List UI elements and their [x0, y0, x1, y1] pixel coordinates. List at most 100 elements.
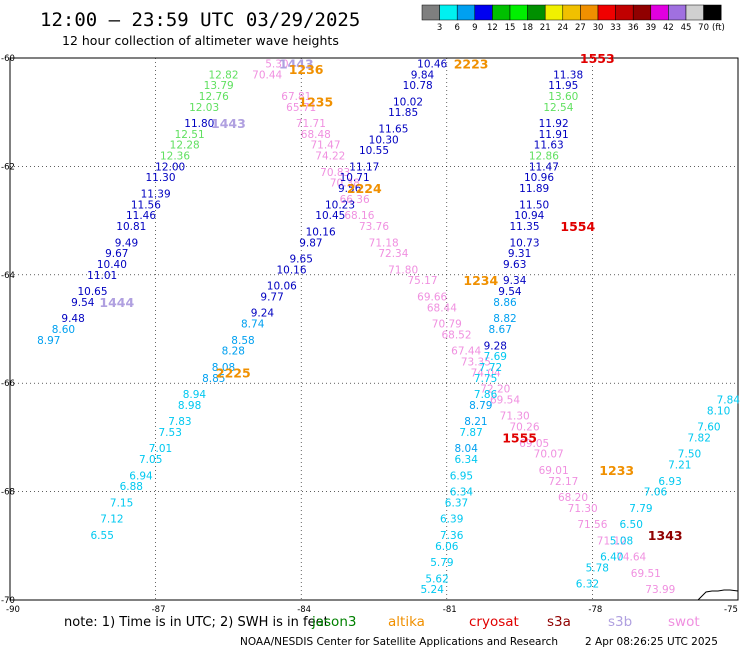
footer-timestamp: 2 Apr 08:26:25 UTC 2025	[585, 636, 718, 648]
wave-height-point: 7.75	[474, 373, 497, 385]
x-tick-label: -75	[724, 605, 738, 615]
wave-height-point: 9.54	[498, 286, 522, 298]
colorbar-label: 6	[454, 23, 459, 33]
track-label: 1235	[298, 94, 333, 109]
colorbar-label: 70	[698, 23, 709, 33]
wave-height-point: 10.78	[403, 80, 433, 92]
wave-height-point: 66.36	[340, 194, 370, 206]
wave-height-point: 70.79	[432, 319, 462, 331]
track-label: 1554	[560, 219, 595, 234]
wave-height-point: 12.51	[175, 129, 205, 141]
colorbar-swatch	[456, 4, 476, 21]
wave-height-point: 9.63	[503, 259, 526, 271]
wave-height-point: 10.94	[514, 210, 544, 222]
colorbar-swatch	[439, 4, 458, 21]
colorbar-label: 24	[557, 23, 568, 33]
colorbar-swatch	[650, 4, 669, 21]
colorbar-label: 39	[645, 23, 656, 33]
wave-height-point: 7.06	[644, 487, 668, 499]
wave-height-point: 6.95	[450, 470, 473, 482]
wave-height-point: 71.12	[597, 535, 627, 547]
wave-height-point: 10.55	[359, 145, 389, 157]
wave-height-point: 9.77	[260, 292, 283, 304]
wave-height-point: 68.48	[301, 129, 331, 141]
wave-height-point: 10.16	[276, 264, 306, 276]
grid	[10, 58, 738, 600]
wave-height-point: 12.28	[170, 140, 200, 152]
colorbar-label: 45	[681, 23, 692, 33]
wave-height-point: 8.21	[464, 416, 487, 428]
wave-height-point: 9.28	[484, 340, 507, 352]
satellite-legend: jason3 altika cryosat s3a s3b swot	[311, 614, 700, 630]
wave-height-point: 5.62	[425, 573, 448, 585]
wave-height-point: 11.01	[87, 270, 117, 282]
wave-height-point: 5.08	[610, 535, 633, 547]
wave-height-point: 11.35	[509, 221, 539, 233]
wave-height-point: 8.10	[707, 405, 730, 417]
wave-height-point: 75.17	[407, 275, 437, 287]
wave-height-point: 11.65	[378, 124, 408, 136]
wave-height-point: 7.87	[459, 427, 482, 439]
wave-height-point: 11.95	[548, 80, 578, 92]
colorbar-label: 9	[472, 23, 477, 33]
colorbar: 3 6 9 12 15 18 21 24 27 30 33 36 39 42 45 70	[421, 4, 722, 33]
wave-height-point: 71.18	[369, 237, 399, 249]
colorbar-label: 30	[593, 23, 604, 33]
wave-height-point: 74.04	[471, 367, 501, 379]
y-tick-label: -60	[1, 54, 15, 64]
wave-height-point: 9.84	[411, 69, 435, 81]
wave-height-point: 7.15	[110, 497, 133, 509]
wave-height-point: 10.65	[77, 286, 107, 298]
wave-height-point: 69.51	[631, 568, 661, 580]
wave-height-point: 10.06	[267, 281, 297, 293]
wave-height-point: 10.46	[417, 58, 447, 70]
colorbar-swatch	[685, 4, 704, 21]
chart-title: 12:00 – 23:59 UTC 03/29/2025	[40, 9, 360, 31]
colorbar-swatch	[615, 4, 634, 21]
track-label: 1555	[502, 430, 537, 445]
wave-height-point: 12.86	[529, 151, 559, 163]
wave-height-point: 8.98	[178, 400, 201, 412]
x-tick-label: -84	[297, 605, 311, 615]
wave-height-point: 9.87	[299, 237, 322, 249]
wave-height-point: 5.79	[430, 557, 453, 569]
track-label: 1443	[279, 56, 314, 71]
colorbar-swatch	[544, 4, 564, 21]
wave-height-point: 13.60	[548, 91, 578, 103]
wave-height-point: 8.74	[241, 319, 265, 331]
footer-credit: NOAA/NESDIS Center for Satellite Applica…	[240, 636, 558, 648]
wave-height-point: 7.79	[629, 503, 652, 515]
wave-height-point: 11.89	[519, 183, 549, 195]
coastline	[697, 589, 739, 601]
colorbar-label: 18	[522, 23, 533, 33]
y-tick-label: -70	[1, 596, 15, 606]
wave-height-point: 69.66	[417, 292, 447, 304]
legend-satellite-altika: altika	[388, 614, 425, 630]
track-label: 2225	[216, 365, 251, 380]
wave-height-point: 10.30	[369, 134, 399, 146]
colorbar-swatch	[527, 4, 546, 21]
wave-height-point: 9.48	[61, 313, 84, 325]
wave-height-point: 9.65	[290, 254, 313, 266]
wave-height-point: 12.82	[208, 69, 238, 81]
track-label: 1343	[648, 528, 683, 543]
wave-height-point: 70.38	[330, 178, 360, 190]
colorbar-unit: (ft)	[712, 23, 725, 33]
wave-height-point: 7.36	[440, 530, 464, 542]
plot-area: -90 -87 -84 -81 -78 -75 -60 -62 -64 -66 -68 -70 12.…	[1, 51, 740, 615]
colorbar-swatch	[474, 4, 493, 21]
legend-satellite-s3a: s3a	[547, 614, 571, 630]
wave-height-point: 8.85	[202, 373, 225, 385]
y-tick-label: -68	[1, 488, 15, 498]
legend-satellite-s3b: s3b	[608, 614, 632, 630]
wave-height-point: 8.08	[212, 362, 235, 374]
wave-height-point: 71.80	[388, 264, 418, 276]
wave-height-point: 67.81	[281, 91, 311, 103]
y-tick-label: -62	[1, 162, 15, 172]
wave-height-point: 11.56	[131, 199, 161, 211]
wave-height-point: 7.83	[168, 416, 191, 428]
chart-subtitle: 12 hour collection of altimeter wave hei…	[62, 33, 339, 48]
colorbar-swatch	[492, 4, 511, 21]
